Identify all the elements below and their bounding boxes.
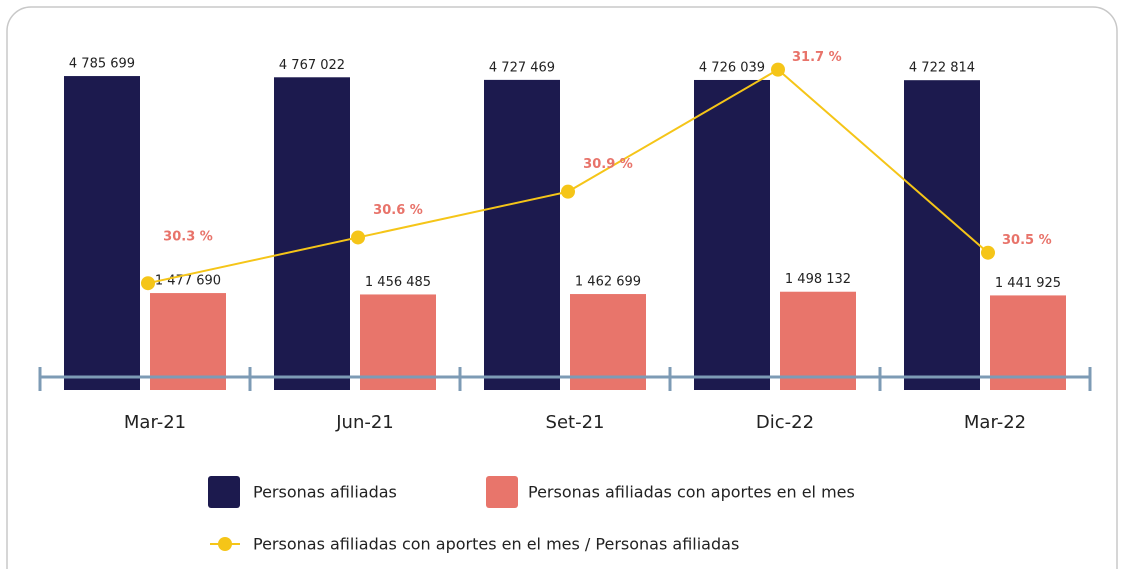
- value-label: 1 441 925: [995, 276, 1061, 291]
- line-point: [141, 276, 155, 291]
- value-label: 4 785 699: [69, 57, 135, 72]
- legend-label: Personas afiliadas con aportes en el mes: [528, 483, 855, 502]
- line-point: [561, 184, 575, 199]
- legend-marker: [218, 537, 232, 551]
- bar: [990, 295, 1066, 390]
- legend-label: Personas afiliadas: [253, 483, 397, 502]
- percent-label: 30.5 %: [1002, 233, 1052, 248]
- value-label: 4 726 039: [699, 60, 765, 75]
- value-label: 4 767 022: [279, 58, 345, 73]
- line-point: [351, 230, 365, 245]
- bar: [360, 294, 436, 390]
- percent-label: 30.3 %: [163, 230, 213, 245]
- percent-label: 30.6 %: [373, 203, 423, 218]
- percent-label: 30.9 %: [583, 157, 633, 172]
- bar: [484, 79, 560, 390]
- x-tick-label: Mar-21: [124, 412, 186, 433]
- legend-swatch: [208, 476, 240, 508]
- line-point: [771, 62, 785, 77]
- value-label: 1 462 699: [575, 275, 641, 290]
- x-tick-label: Set-21: [546, 412, 605, 433]
- x-tick-label: Dic-22: [756, 412, 814, 433]
- value-label: 4 727 469: [489, 60, 555, 75]
- bar: [64, 76, 140, 391]
- bar: [570, 294, 646, 390]
- x-tick-label: Mar-22: [964, 412, 1026, 433]
- bar: [694, 79, 770, 391]
- percent-label: 31.7 %: [792, 50, 842, 65]
- bar: [274, 77, 350, 390]
- value-label: 4 722 814: [909, 61, 975, 76]
- value-label: 1 477 690: [155, 274, 221, 289]
- legend-swatch: [486, 476, 518, 508]
- bar: [780, 291, 856, 390]
- line-point: [981, 245, 995, 260]
- x-tick-label: Jun-21: [335, 412, 394, 433]
- legend-label: Personas afiliadas con aportes en el mes…: [253, 535, 739, 554]
- value-label: 1 498 132: [785, 272, 851, 287]
- value-label: 1 456 485: [365, 275, 431, 290]
- bar: [150, 293, 226, 390]
